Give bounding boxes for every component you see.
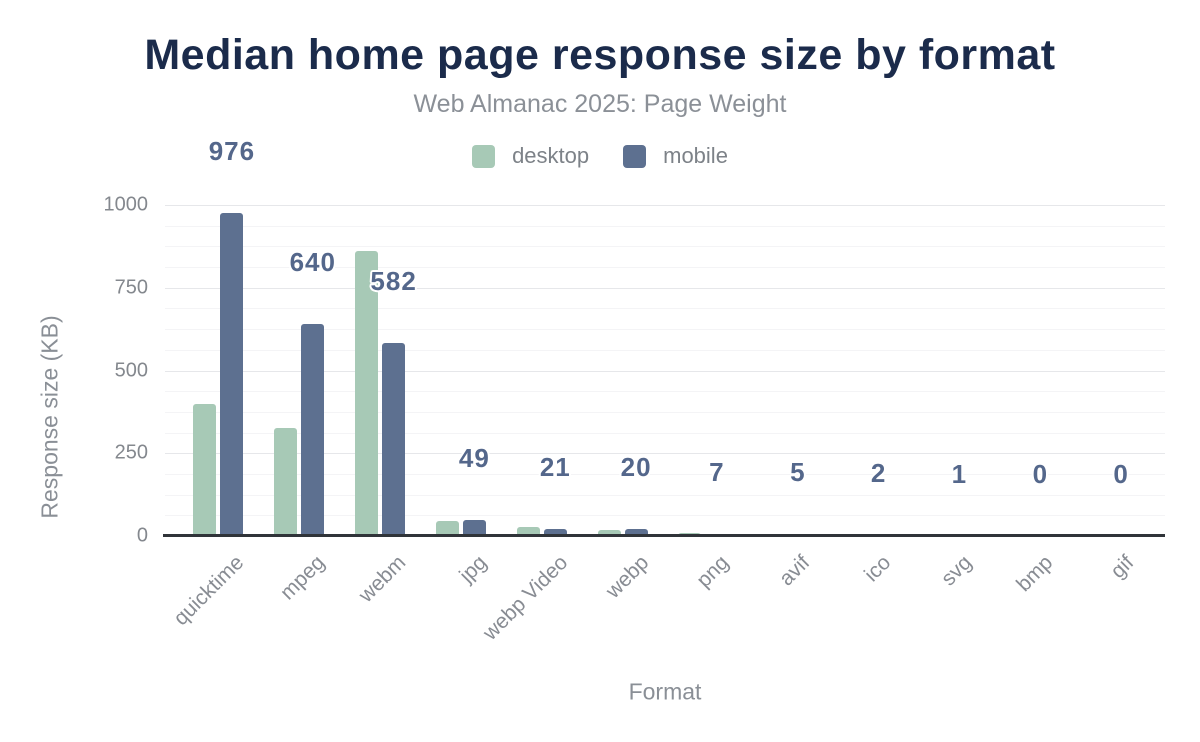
data-label-webm: 582 xyxy=(370,266,417,297)
gridline-major xyxy=(165,453,1165,455)
gridline-major xyxy=(165,205,1165,206)
bar-desktop-mpeg[interactable] xyxy=(274,428,298,536)
y-tick-label: 250 xyxy=(114,441,148,464)
bar-mobile-jpg[interactable] xyxy=(462,519,486,536)
bar-group-svg xyxy=(905,190,986,536)
bar-desktop-jpg[interactable] xyxy=(435,521,459,536)
chart-title: Median home page response size by format xyxy=(144,31,1056,79)
y-tick-label: 500 xyxy=(114,359,148,381)
legend-item-mobile[interactable]: mobile xyxy=(623,143,728,169)
x-tick-png: png xyxy=(692,551,734,593)
mobile-swatch-icon xyxy=(623,144,647,168)
bar-group-bmp xyxy=(986,190,1067,536)
data-label-jpg: 49 xyxy=(458,442,490,473)
bar-group-quicktime xyxy=(178,190,259,536)
y-tick-label: 750 xyxy=(114,276,148,299)
x-tick-bmp: bmp xyxy=(1011,551,1058,597)
x-tick-quicktime: quicktime xyxy=(169,551,249,630)
x-axis-line xyxy=(163,534,1165,537)
chart-subtitle: Web Almanac 2025: Page Weight xyxy=(413,90,787,118)
bar-group-jpg xyxy=(420,190,501,536)
bar-group-webp xyxy=(582,190,663,536)
data-label-ico: 2 xyxy=(870,458,887,489)
x-tick-svg: svg xyxy=(936,551,977,591)
bar-group-avif xyxy=(744,190,825,536)
legend: desktop mobile xyxy=(0,143,1200,169)
bar-desktop-webp-Video[interactable] xyxy=(516,526,540,536)
bar-mobile-webp-Video[interactable] xyxy=(543,529,567,536)
bar-group-ico xyxy=(825,190,906,536)
gridline-minor xyxy=(165,411,1165,413)
y-tick-label: 0 xyxy=(136,524,148,547)
bar-group-png xyxy=(663,190,744,536)
x-tick-webm: webm xyxy=(354,551,411,607)
data-label-avif: 5 xyxy=(790,457,806,488)
legend-label-desktop: desktop xyxy=(512,143,590,168)
bar-mobile-webp[interactable] xyxy=(624,529,648,536)
y-tick-label: 1000 xyxy=(103,193,149,216)
gridline-minor xyxy=(165,308,1165,310)
data-label-gif: 0 xyxy=(1113,459,1129,489)
bar-desktop-webp[interactable] xyxy=(597,530,621,536)
x-tick-webp-Video: webp Video xyxy=(478,551,573,645)
bar-group-gif xyxy=(1067,190,1148,536)
x-tick-avif: avif xyxy=(775,551,815,591)
bar-group-mpeg xyxy=(259,190,340,536)
gridline-major xyxy=(165,287,1165,289)
gridline-minor xyxy=(165,515,1165,517)
gridline-major xyxy=(165,370,1165,372)
gridline-minor xyxy=(165,225,1165,227)
bar-desktop-quicktime[interactable] xyxy=(193,403,217,536)
bar-group-webm xyxy=(340,190,421,536)
gridline-minor xyxy=(165,267,1165,269)
gridline-minor xyxy=(165,246,1165,248)
bars-plot-area xyxy=(178,190,1148,536)
bar-mobile-mpeg[interactable] xyxy=(301,324,325,536)
data-label-webp-Video: 21 xyxy=(539,452,571,482)
data-label-mpeg: 640 xyxy=(289,247,336,278)
gridline-minor xyxy=(165,349,1165,351)
x-tick-gif: gif xyxy=(1105,551,1138,583)
data-label-bmp: 0 xyxy=(1032,459,1049,489)
data-label-png: 7 xyxy=(709,456,725,487)
data-label-quicktime: 976 xyxy=(208,135,256,166)
x-tick-webp: webp xyxy=(601,551,653,603)
bar-mobile-quicktime[interactable] xyxy=(220,212,244,536)
x-axis-title: Format xyxy=(628,678,702,705)
bar-group-webp-Video xyxy=(501,190,582,536)
data-label-svg: 1 xyxy=(951,458,968,489)
bar-mobile-webm[interactable] xyxy=(382,343,406,536)
gridline-minor xyxy=(165,494,1165,496)
legend-item-desktop[interactable]: desktop xyxy=(472,143,589,169)
gridline-minor xyxy=(165,432,1165,434)
gridline-minor xyxy=(165,329,1165,331)
x-tick-mpeg: mpeg xyxy=(276,551,330,605)
data-label-webp: 20 xyxy=(620,452,652,483)
x-tick-jpg: jpg xyxy=(455,551,492,588)
bar-desktop-webm[interactable] xyxy=(355,251,379,536)
gridline-minor xyxy=(165,473,1165,475)
desktop-swatch-icon xyxy=(472,144,496,168)
legend-label-mobile: mobile xyxy=(663,143,728,168)
x-tick-ico: ico xyxy=(860,551,896,587)
gridline-minor xyxy=(165,391,1165,393)
y-axis-title: Response size (KB) xyxy=(36,315,63,519)
